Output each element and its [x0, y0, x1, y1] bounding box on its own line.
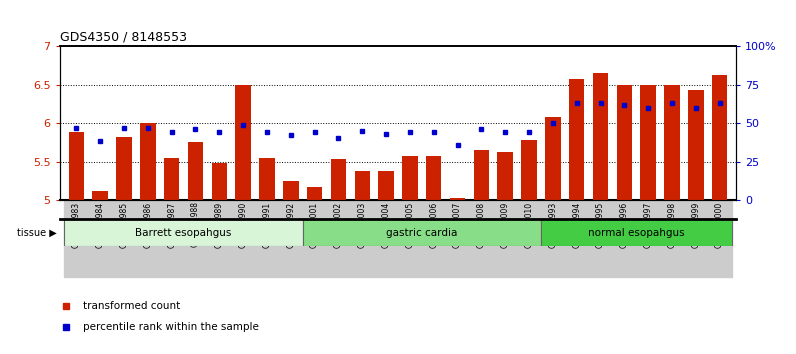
Bar	[688, 90, 704, 200]
Bar	[354, 171, 370, 200]
Bar	[664, 85, 680, 200]
Bar	[136, 200, 160, 277]
Bar	[378, 171, 394, 200]
Bar	[426, 156, 442, 200]
Bar	[398, 200, 422, 277]
Bar	[279, 200, 302, 277]
Bar	[374, 200, 398, 277]
Bar	[212, 163, 227, 200]
Bar	[140, 123, 155, 200]
Bar	[302, 200, 326, 277]
Bar	[446, 200, 470, 277]
Text: transformed count: transformed count	[84, 301, 181, 312]
Bar	[494, 200, 517, 277]
Bar	[541, 200, 565, 277]
Bar	[517, 200, 541, 277]
Bar	[92, 191, 108, 200]
Bar	[541, 219, 732, 246]
Bar	[641, 85, 656, 200]
Bar	[64, 200, 88, 277]
Text: Barrett esopahgus: Barrett esopahgus	[135, 228, 232, 238]
Bar	[593, 73, 608, 200]
Bar	[636, 200, 660, 277]
Bar	[617, 85, 632, 200]
Bar	[116, 137, 132, 200]
Bar	[283, 181, 298, 200]
Bar	[498, 152, 513, 200]
Bar	[521, 140, 537, 200]
Bar	[474, 150, 489, 200]
Text: gastric cardia: gastric cardia	[386, 228, 458, 238]
Bar	[545, 117, 560, 200]
Text: tissue ▶: tissue ▶	[17, 228, 57, 238]
Bar	[684, 200, 708, 277]
Bar	[350, 200, 374, 277]
Bar	[160, 200, 184, 277]
Bar	[588, 200, 612, 277]
Bar	[402, 156, 418, 200]
Text: normal esopahgus: normal esopahgus	[588, 228, 685, 238]
Bar	[236, 85, 251, 200]
Bar	[422, 200, 446, 277]
Bar	[470, 200, 494, 277]
Bar	[188, 142, 203, 200]
Bar	[164, 158, 179, 200]
Bar	[112, 200, 136, 277]
Bar	[565, 200, 588, 277]
Bar	[184, 200, 208, 277]
Bar	[330, 159, 346, 200]
Bar	[326, 200, 350, 277]
Text: percentile rank within the sample: percentile rank within the sample	[84, 322, 259, 332]
Bar	[612, 200, 636, 277]
Bar	[64, 219, 302, 246]
Bar	[255, 200, 279, 277]
Bar	[307, 187, 322, 200]
Bar	[660, 200, 684, 277]
Bar	[302, 219, 541, 246]
Bar	[68, 132, 84, 200]
Text: GDS4350 / 8148553: GDS4350 / 8148553	[60, 30, 187, 44]
Bar	[259, 158, 275, 200]
Bar	[708, 200, 732, 277]
Bar	[231, 200, 255, 277]
Bar	[569, 79, 584, 200]
Bar	[450, 198, 466, 200]
Bar	[712, 75, 728, 200]
Bar	[88, 200, 112, 277]
Bar	[208, 200, 231, 277]
